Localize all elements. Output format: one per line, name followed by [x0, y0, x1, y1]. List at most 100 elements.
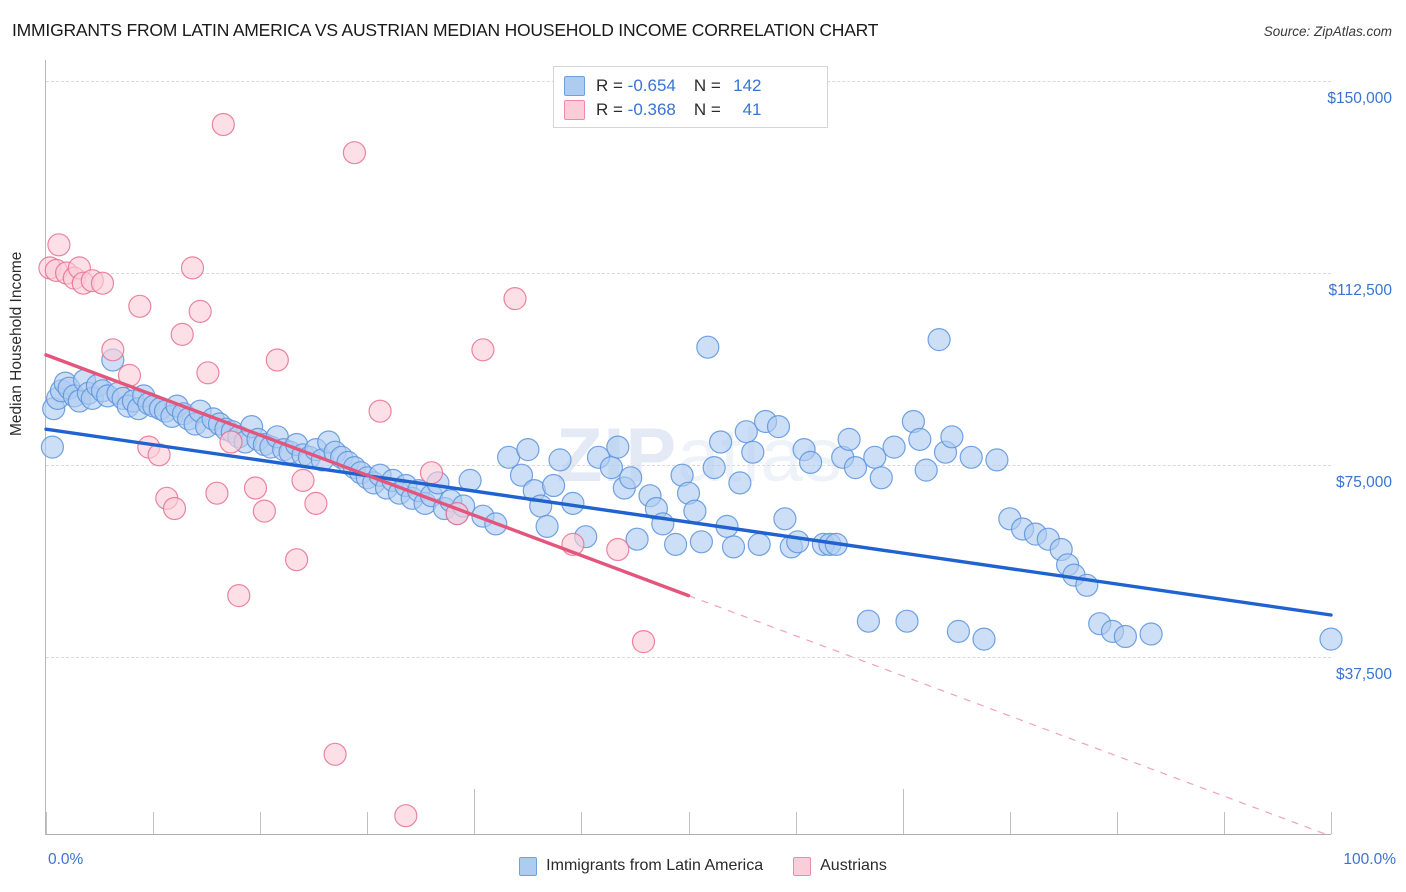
data-point [394, 804, 418, 828]
data-point [111, 386, 135, 410]
data-point [387, 481, 411, 505]
data-point [57, 376, 81, 400]
data-point [227, 583, 251, 608]
data-point [126, 397, 151, 421]
data-point [96, 384, 120, 408]
data-point [766, 415, 791, 439]
watermark-light: atlas [677, 413, 843, 498]
data-point [180, 256, 205, 280]
data-point [670, 463, 694, 487]
data-point [317, 430, 341, 454]
x-axis-min-label: 0.0% [48, 851, 84, 868]
data-point [439, 489, 463, 513]
data-point [47, 233, 71, 257]
data-point [419, 484, 444, 508]
data-point [561, 532, 585, 557]
data-point [708, 430, 733, 454]
data-point [663, 532, 688, 557]
data-point [1062, 563, 1086, 587]
data-point [207, 412, 232, 436]
legend-row-blue: R = -0.654 N = 142 [564, 74, 817, 98]
data-point [101, 338, 125, 362]
data-point [128, 294, 152, 318]
data-point [201, 407, 225, 431]
data-point [606, 537, 630, 562]
data-point [413, 491, 437, 515]
data-point [195, 415, 219, 439]
legend-n-pink: N = 41 [693, 100, 762, 119]
data-point [792, 438, 816, 462]
y-axis-title-wrap: Median Household Income [8, 100, 38, 740]
data-point [1055, 553, 1080, 577]
data-point [38, 256, 62, 280]
data-point [137, 392, 161, 416]
data-point [721, 535, 746, 559]
x-axis-tick [1117, 812, 1118, 834]
data-point [285, 548, 309, 572]
data-point [818, 532, 842, 557]
data-point [310, 448, 334, 472]
data-point [914, 458, 938, 482]
data-point [1113, 624, 1138, 649]
data-point [728, 471, 752, 495]
data-point [71, 271, 95, 295]
data-point [1036, 527, 1060, 551]
series-legend-label-blue: Immigrants from Latin America [546, 857, 764, 874]
data-point [171, 402, 196, 426]
trendline [44, 353, 691, 598]
data-point [856, 609, 881, 633]
data-point [1023, 522, 1048, 546]
x-axis-line [45, 834, 1331, 835]
data-point [323, 742, 347, 766]
data-point [374, 476, 399, 500]
data-point [72, 368, 97, 393]
data-point [265, 348, 289, 372]
x-axis-tick [903, 789, 904, 834]
data-point [407, 479, 431, 503]
data-point [272, 438, 296, 462]
data-point [394, 473, 418, 498]
data-point [516, 438, 540, 462]
data-point [304, 438, 328, 462]
data-point [837, 427, 861, 451]
data-point [362, 471, 386, 495]
data-point [529, 494, 553, 518]
x-axis-tick [796, 812, 797, 834]
data-point [1319, 627, 1343, 651]
data-point [471, 504, 495, 528]
data-point [548, 448, 572, 472]
data-point [85, 374, 110, 398]
data-point [638, 484, 662, 508]
data-point [432, 496, 456, 521]
series-legend-item-austrians[interactable]: Austrians [793, 856, 887, 876]
x-axis-tick [1010, 812, 1011, 834]
data-point [811, 532, 836, 557]
data-point [67, 389, 92, 413]
x-axis-tick [46, 812, 47, 834]
data-point [606, 435, 630, 459]
data-point [702, 456, 726, 480]
legend-row-pink: R = -0.368 N = 41 [564, 98, 817, 122]
data-point [985, 448, 1009, 472]
data-point [205, 481, 229, 505]
series-legend-item-latin-america[interactable]: Immigrants from Latin America [519, 856, 764, 876]
data-point [233, 430, 257, 454]
data-point [773, 507, 797, 531]
data-point [67, 256, 92, 280]
data-point [895, 609, 919, 633]
data-point [972, 627, 996, 651]
data-point [933, 440, 958, 464]
data-point [798, 450, 823, 474]
data-point [160, 404, 184, 428]
y-axis-tick-label: $37,500 [1335, 666, 1392, 683]
data-point [908, 427, 932, 451]
x-axis-tick [1224, 812, 1225, 834]
data-point [116, 394, 140, 418]
x-axis-tick [260, 812, 261, 834]
data-point [117, 363, 142, 387]
data-point [323, 440, 347, 464]
gridline [46, 273, 1331, 274]
x-axis-tick [581, 812, 582, 834]
y-axis-tick-label: $75,000 [1335, 474, 1392, 491]
